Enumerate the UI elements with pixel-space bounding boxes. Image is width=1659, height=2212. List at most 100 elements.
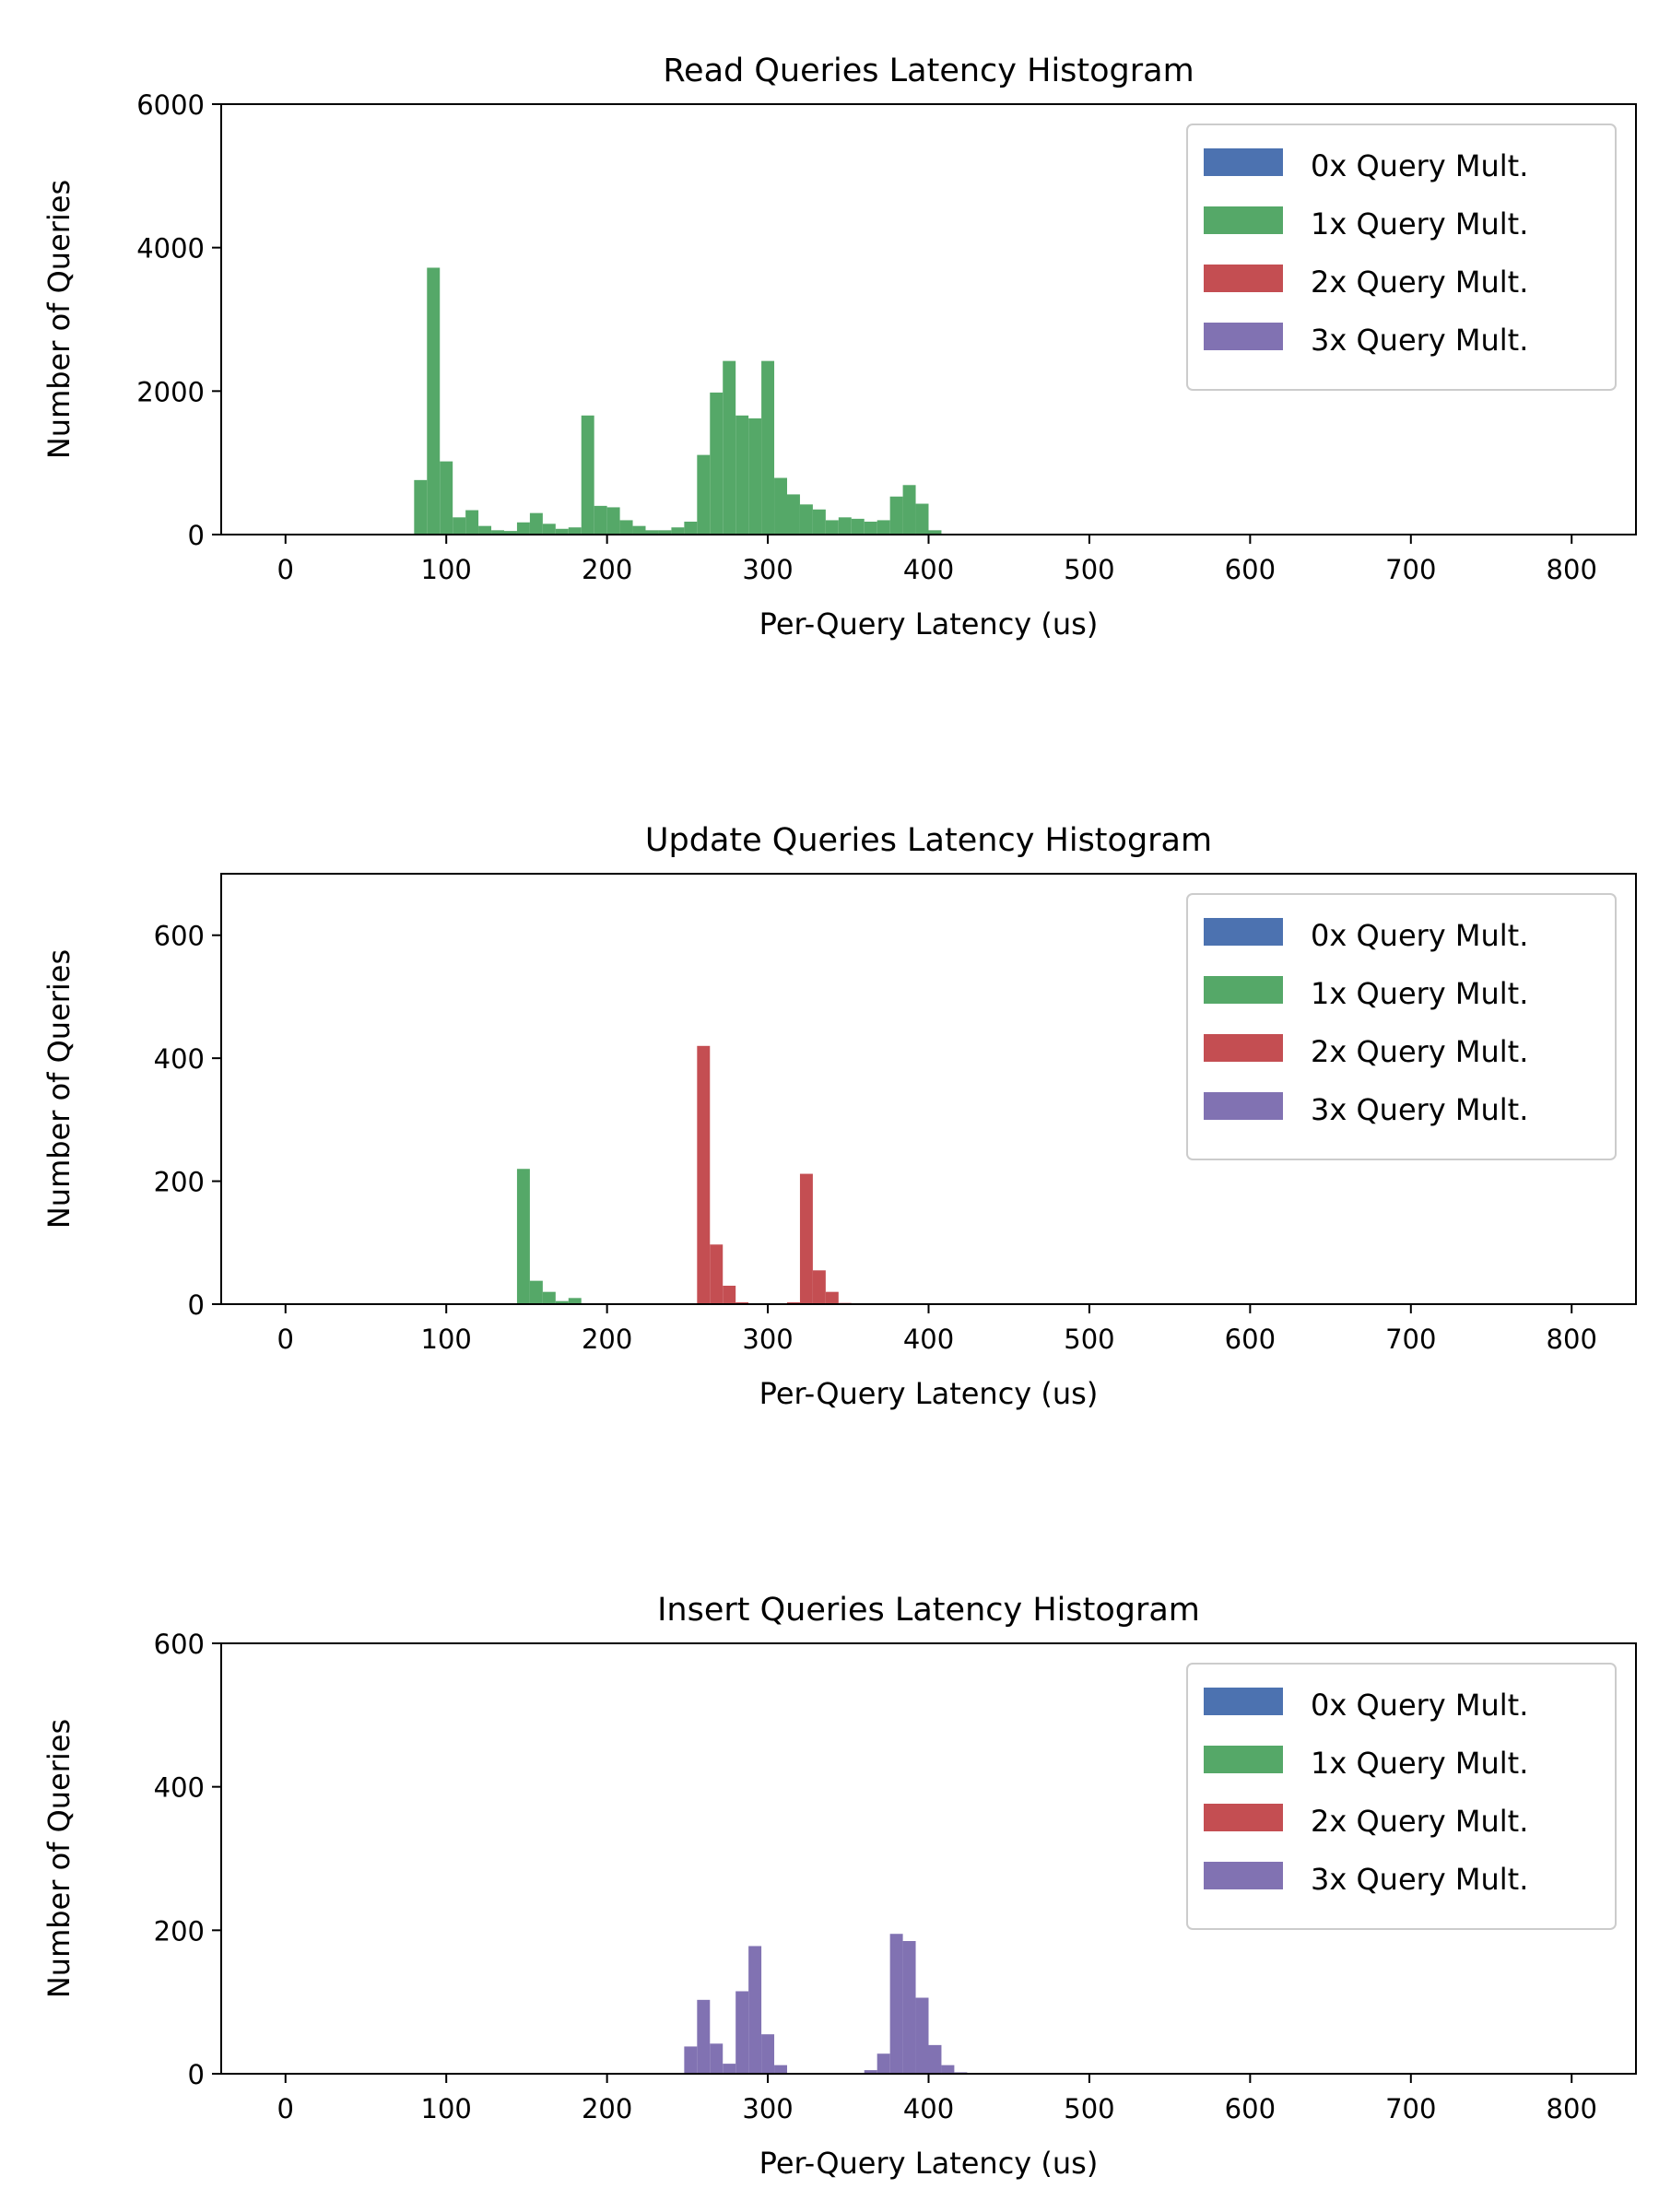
legend-entry: 2x Query Mult. bbox=[1311, 1804, 1528, 1839]
legend-swatch bbox=[1204, 323, 1283, 350]
histogram-bar bbox=[529, 1280, 543, 1304]
histogram-bar bbox=[877, 2053, 890, 2074]
histogram-bar bbox=[710, 1244, 724, 1304]
histogram-bar bbox=[453, 517, 466, 535]
legend-swatch bbox=[1204, 206, 1283, 234]
histogram-bar bbox=[774, 2065, 787, 2074]
histogram-bar bbox=[568, 1298, 582, 1304]
histogram-bar bbox=[787, 494, 800, 535]
histogram-bar bbox=[748, 418, 762, 535]
x-tick-label: 500 bbox=[1064, 554, 1114, 585]
legend-box bbox=[1186, 893, 1617, 1160]
x-tick-label: 500 bbox=[1064, 2093, 1114, 2124]
x-tick-label: 100 bbox=[421, 2093, 472, 2124]
legend-entry: 0x Query Mult. bbox=[1311, 1688, 1528, 1723]
x-tick-label: 200 bbox=[582, 2093, 632, 2124]
histogram-bar bbox=[516, 1169, 530, 1304]
histogram-bar bbox=[889, 1934, 903, 2074]
x-axis-label: Per-Query Latency (us) bbox=[759, 606, 1099, 641]
x-tick-label: 800 bbox=[1547, 2093, 1597, 2124]
x-axis-label: Per-Query Latency (us) bbox=[759, 2146, 1099, 2181]
y-tick-label: 6000 bbox=[136, 89, 205, 121]
x-tick-label: 400 bbox=[903, 554, 954, 585]
histogram-bar bbox=[928, 530, 942, 535]
x-tick-label: 600 bbox=[1225, 1324, 1276, 1355]
histogram-bar bbox=[542, 1291, 556, 1304]
histogram-bar bbox=[812, 1270, 826, 1304]
histogram-bar bbox=[710, 392, 724, 535]
legend: 0x Query Mult. 1x Query Mult. 2x Query Mul… bbox=[1186, 124, 1617, 391]
histogram-bar bbox=[504, 531, 517, 535]
y-tick-label: 200 bbox=[154, 1915, 205, 1947]
x-tick-label: 100 bbox=[421, 554, 472, 585]
histogram-bar bbox=[941, 2065, 955, 2074]
x-tick-label: 500 bbox=[1064, 1324, 1114, 1355]
chart-panel-2: Insert Queries Latency Histogram 0 100 200 3… bbox=[41, 1592, 1637, 2181]
histogram-bar bbox=[658, 530, 672, 535]
legend: 0x Query Mult. 1x Query Mult. 2x Query Mul… bbox=[1186, 1663, 1617, 1930]
histogram-bar bbox=[812, 509, 826, 535]
legend-swatch bbox=[1204, 918, 1283, 946]
x-tick-label: 300 bbox=[742, 1324, 793, 1355]
histogram-bar bbox=[568, 527, 582, 535]
histogram-bar bbox=[710, 2043, 724, 2074]
y-tick-label: 600 bbox=[154, 1629, 205, 1660]
x-tick-label: 0 bbox=[277, 554, 294, 585]
histogram-bar bbox=[761, 360, 775, 535]
histogram-bar bbox=[902, 1941, 916, 2074]
chart-title: Update Queries Latency Histogram bbox=[645, 822, 1212, 859]
y-tick-label: 2000 bbox=[136, 376, 205, 407]
y-axis-label: Number of Queries bbox=[41, 1719, 76, 1998]
histogram-bar bbox=[723, 2064, 736, 2074]
legend-entry: 1x Query Mult. bbox=[1311, 206, 1528, 241]
histogram-bar bbox=[594, 505, 607, 535]
histogram-bar bbox=[684, 2046, 698, 2074]
x-tick-label: 200 bbox=[582, 1324, 632, 1355]
legend-swatch bbox=[1204, 1746, 1283, 1773]
histogram-bar bbox=[619, 520, 633, 535]
histogram-bar bbox=[928, 2044, 942, 2074]
histogram-bar bbox=[555, 528, 569, 535]
x-tick-label: 300 bbox=[742, 554, 793, 585]
x-tick-label: 0 bbox=[277, 2093, 294, 2124]
histogram-bar bbox=[748, 1946, 762, 2074]
x-tick-label: 300 bbox=[742, 2093, 793, 2124]
y-tick-label: 200 bbox=[154, 1167, 205, 1198]
histogram-bar bbox=[697, 454, 711, 535]
histogram-bar bbox=[414, 479, 428, 535]
histogram-bar bbox=[838, 517, 852, 535]
x-tick-label: 0 bbox=[277, 1324, 294, 1355]
histogram-bar bbox=[516, 522, 530, 535]
y-tick-label: 0 bbox=[188, 1289, 205, 1321]
legend-entry: 2x Query Mult. bbox=[1311, 265, 1528, 300]
histogram-bar bbox=[877, 520, 890, 535]
histogram-bar bbox=[735, 1991, 749, 2074]
histogram-bar bbox=[774, 477, 787, 535]
legend-entry: 3x Query Mult. bbox=[1311, 323, 1528, 358]
histogram-bar bbox=[851, 518, 865, 535]
y-axis-label: Number of Queries bbox=[41, 949, 76, 1229]
y-tick-label: 400 bbox=[154, 1043, 205, 1075]
y-tick-label: 0 bbox=[188, 520, 205, 551]
legend-entry: 0x Query Mult. bbox=[1311, 918, 1528, 953]
histogram-bar bbox=[915, 1997, 929, 2074]
histogram-bar bbox=[723, 1285, 736, 1304]
histogram-bar bbox=[671, 527, 685, 535]
legend-entry: 0x Query Mult. bbox=[1311, 148, 1528, 183]
histogram-bar bbox=[645, 530, 659, 535]
legend-entry: 1x Query Mult. bbox=[1311, 976, 1528, 1011]
x-tick-label: 600 bbox=[1225, 2093, 1276, 2124]
histogram-bar bbox=[529, 512, 543, 535]
histogram-bar bbox=[864, 521, 877, 535]
chart-panel-1: Update Queries Latency Histogram 0 100 200 3… bbox=[41, 822, 1637, 1411]
histogram-bar bbox=[825, 520, 839, 535]
histogram-bar bbox=[864, 2070, 877, 2074]
histogram-bar bbox=[632, 525, 646, 535]
chart-title: Read Queries Latency Histogram bbox=[663, 53, 1194, 89]
x-axis-label: Per-Query Latency (us) bbox=[759, 1376, 1099, 1411]
legend-swatch bbox=[1204, 1034, 1283, 1062]
x-tick-label: 600 bbox=[1225, 554, 1276, 585]
histogram-bar bbox=[825, 1291, 839, 1304]
histogram-bar bbox=[542, 524, 556, 535]
